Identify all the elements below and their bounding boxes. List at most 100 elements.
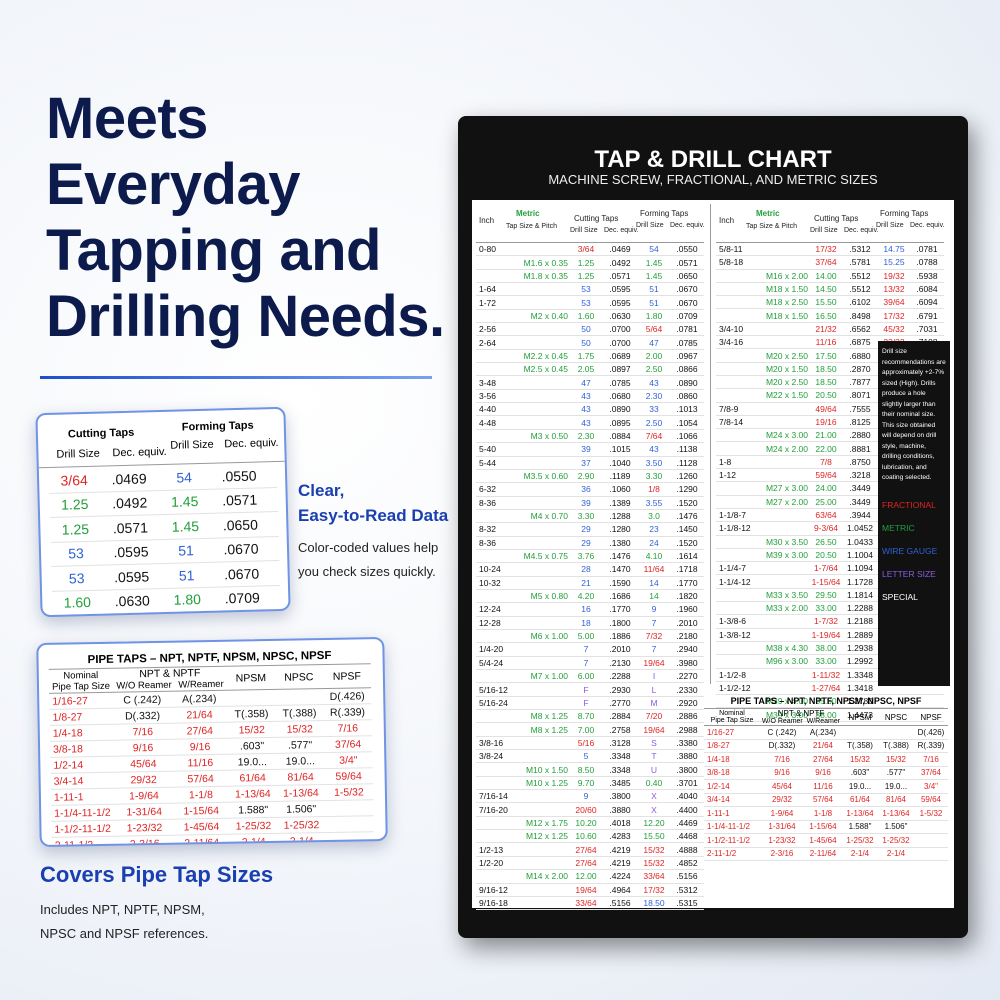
inch-size: 1-3/8-12 [719,629,751,640]
dec-equiv: .3800 [676,764,698,775]
dec-equiv: .8125 [849,417,871,427]
dec-equiv: .0492 [112,494,148,512]
drill-size: 1.60 [577,310,595,321]
drill-size: 9-3/64 [813,523,839,534]
table: 5/8-11 17/32 .5312 14.75 .0781 5/8-18 37/64 .57… [716,243,944,722]
inch-size: 8-36 [479,537,497,548]
metric-size: M2.2 x 0.45 [523,350,568,361]
metric-size: M8 x 1.25 [530,711,568,722]
table-row: M20 x 2.50 18.50 .7877 [716,376,944,390]
inch-size: 7/16-20 [479,804,508,815]
pipe-size: 3/4-14 [707,795,730,805]
dec-equiv: .5781 [849,257,871,268]
table-row: 8-32 29 .1280 23 .1450 [476,523,704,537]
dec-equiv: .6102 [849,297,871,308]
drill-size: 27/64 [575,857,597,868]
drill-size: X [651,791,657,802]
metric-size: M1.6 x 0.35 [523,257,568,268]
dec-equiv: .0890 [676,377,698,388]
drill-size: 18 [581,617,591,628]
table-row: M39 x 3.00 38.00 1.4473 [716,708,944,722]
dec-equiv: .6562 [849,323,871,334]
inch-size: 1-72 [479,297,497,308]
pipe-row: 1-11-1 1-9/64 1-1/8 1-13/64 1-13/64 1-5/32 [704,807,948,821]
dec-equiv: 1.1814 [847,589,873,600]
pipe-drill: 1-45/64 [183,820,220,834]
table-header: Inch Metric Tap Size & Pitch Cutting Taps Dr… [716,206,945,243]
header-drill: Drill Size [876,222,904,229]
pipe-drill: .577" [886,768,906,778]
table-row: 1-1/8-12 9-3/64 1.0452 [716,522,944,536]
dec-equiv: .3128 [609,737,631,748]
dec-equiv: .1013 [676,404,698,415]
table-row: 5/8-11 17/32 .5312 14.75 .0781 [716,243,944,257]
callout-body: NPSC and NPSF references. [40,926,209,941]
dec-equiv: .2180 [676,631,698,642]
pipe-drill: .577" [287,738,313,752]
pipe-drill: 11/16 [813,781,833,791]
dec-equiv: .0788 [916,257,938,268]
inch-size: 3/8-16 [479,737,504,748]
table-row: M1.8 x 0.35 1.25 .0571 1.45 .0650 [476,270,704,284]
drill-size: 7/32 [645,631,663,642]
table-row: M96 x 3.00 33.00 1.2992 [716,655,944,669]
dec-equiv: .0781 [916,244,938,255]
table-row: 3/8-24 5 .3348 T .3880 [476,750,704,764]
header-inch: Inch [719,216,735,225]
dec-equiv: .5312 [849,244,871,255]
drill-size: 14 [649,577,659,588]
header-nominal-sub: Pipe Tap Size [710,717,754,724]
table-row: M20 x 1.50 18.50 .2870 [716,363,944,376]
inch-size: 5/16-24 [479,697,508,708]
dec-equiv: .4224 [609,871,631,882]
inch-size: 7/16-14 [479,791,508,802]
headline: Meets Everyday Tapping and Drilling Needs. [46,86,445,350]
pipe-size: 1/2-14 [707,781,730,791]
drill-size: 33 [649,404,659,415]
header-w: W/Reamer [806,718,841,725]
header-forming: Forming Taps [880,209,929,218]
headline-line: Everyday [46,152,300,217]
metric-size: M8 x 1.25 [530,724,568,735]
inch-size: 1-64 [479,284,497,295]
dec-equiv: .2880 [849,430,871,441]
metric-size: M6 x 1.00 [530,631,568,642]
legend-entry: FRACTIONAL [882,499,936,510]
table-row: M18 x 1.50 16.50 .8498 17/32 .6791 [716,309,944,323]
pipe-size: 2-11-1/2 [707,849,737,859]
pipe-drill: 1-9/64 [770,808,794,818]
dec-equiv: .0571 [609,270,631,281]
drill-size: 29 [581,537,591,548]
drill-size: 43 [581,404,591,415]
inset-row: 1.60 .0630 1.80 .0709 [52,585,281,616]
drill-size: 54 [649,244,659,255]
header-cell: NPT & NPTF W/O Reamer W/Reamer [760,709,842,725]
metric-size: M16 x 2.00 [765,270,808,281]
dec-equiv: .7031 [916,323,938,334]
pipe-drill: 2-1/4 [289,834,314,848]
metric-size: M18 x 1.50 [765,310,808,321]
inch-size: 0-80 [479,244,497,255]
header-cell: Nominal Pipe Tap Size [704,710,760,724]
header-dec: Dec. equiv. [224,436,279,451]
pipe-drill: 1-31/64 [768,822,796,832]
drill-size: 26.50 [815,536,837,547]
dec-equiv: .0650 [676,270,698,281]
pipe-drill: 27/64 [186,724,214,737]
header-npt: NPT & NPTF [777,709,825,718]
table-row: M10 x 1.50 8.50 .3348 U .3800 [476,763,704,777]
pipe-header: Nominal Pipe Tap Size NPT & NPTF W/O Reamer… [704,709,948,726]
header-npsc: NPSC [884,712,908,722]
pipe-drill: 2-1/4 [850,849,870,859]
drill-size: 10.60 [575,831,597,842]
chart-subtitle: MACHINE SCREW, FRACTIONAL, AND METRIC SI… [548,172,878,187]
drill-size: 43 [581,417,591,428]
inch-size: 1-1/2-8 [719,669,746,680]
pipe-drill: 2-1/4 [886,849,906,859]
table-row: 10-24 28 .1470 11/64 .1718 [476,563,704,577]
dec-equiv: .3944 [849,510,871,521]
drill-size: 13/32 [883,284,905,295]
drill-size: 1-7/32 [813,616,839,627]
pipe-drill: 2-11/64 [184,836,220,848]
header-npsm: NPSM [235,671,267,685]
